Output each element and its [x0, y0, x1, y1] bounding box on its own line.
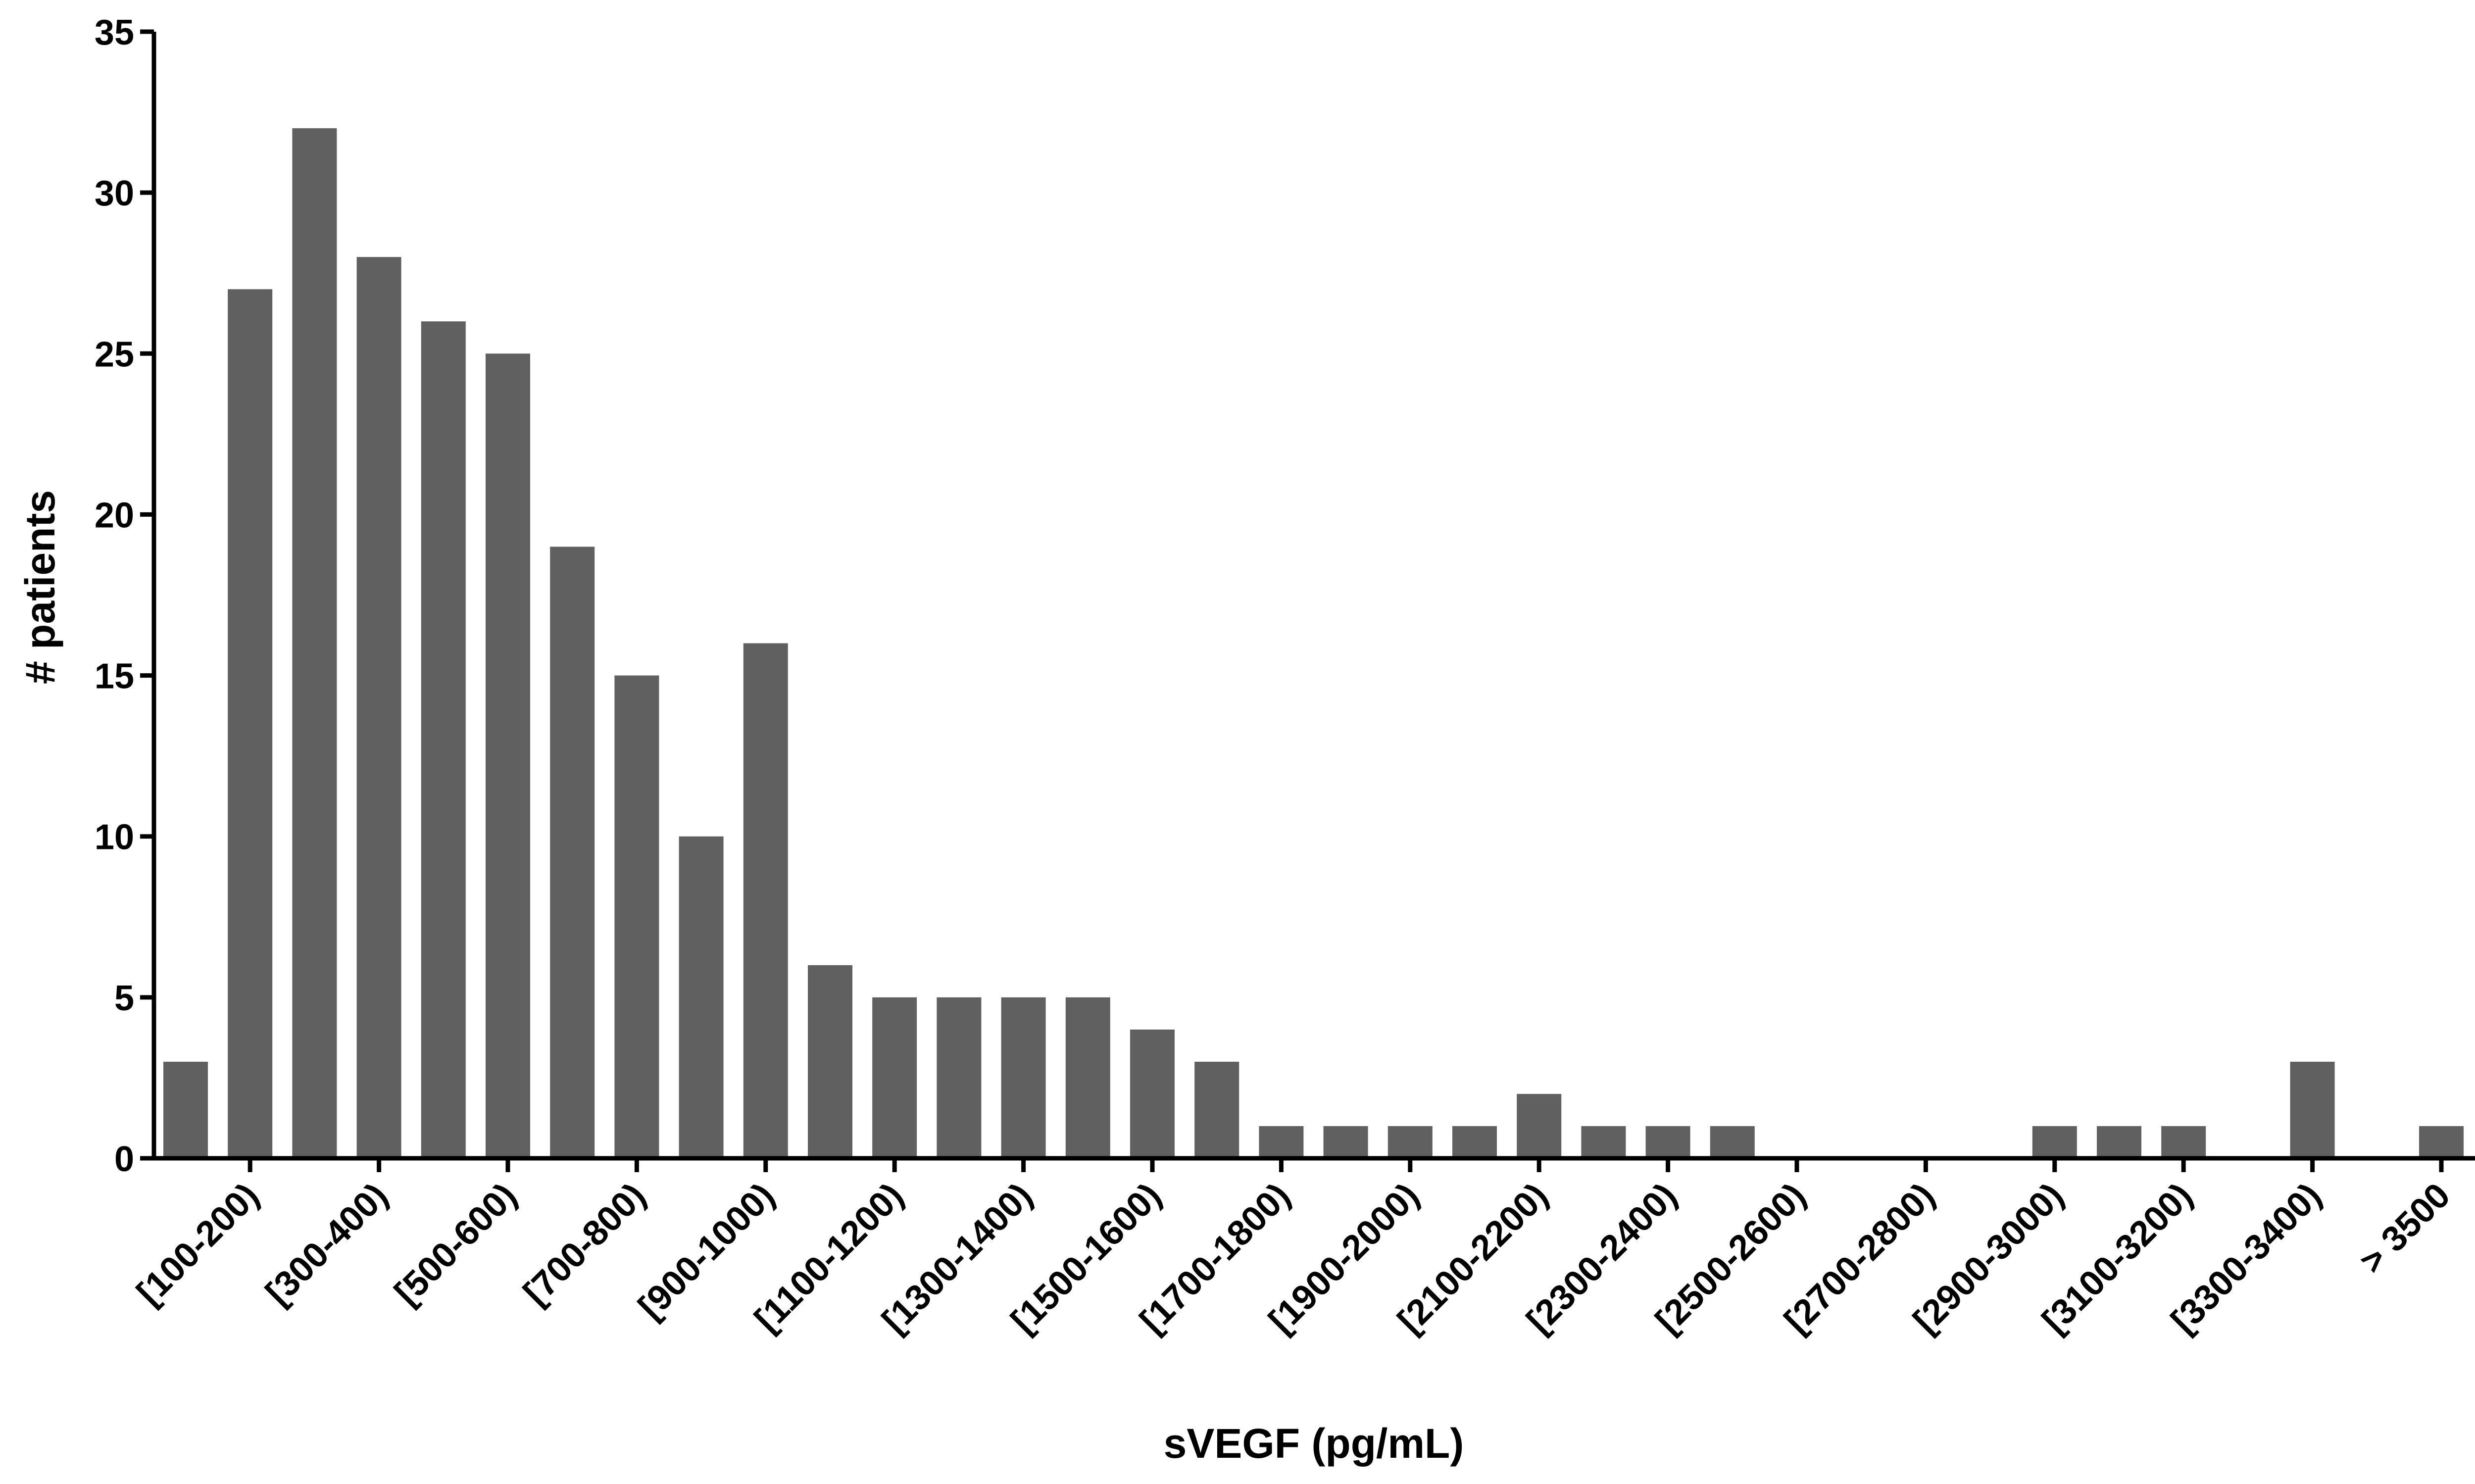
bar [1259, 1126, 1304, 1158]
y-tick-label: 20 [95, 495, 134, 535]
bar [2097, 1126, 2141, 1158]
bar [1065, 997, 1110, 1158]
bar [614, 675, 659, 1158]
bar [1710, 1126, 1755, 1158]
y-tick-label: 0 [114, 1139, 134, 1179]
bar [1194, 1061, 1239, 1158]
bar [1452, 1126, 1497, 1158]
bar [550, 546, 595, 1158]
bar [743, 643, 788, 1158]
bar [1001, 997, 1046, 1158]
x-tick-label: [100-200) [129, 1176, 266, 1313]
bar [163, 1061, 208, 1158]
bar [1581, 1126, 1626, 1158]
y-tick-label: 30 [95, 174, 134, 213]
y-axis-title: # patients [17, 490, 63, 684]
bar [1645, 1126, 1690, 1158]
x-tick-label: > 3500 [2352, 1176, 2458, 1282]
x-tick-label: [500-600) [387, 1176, 524, 1313]
x-axis-title: sVEGF (pg/mL) [1164, 1420, 1464, 1467]
bar [808, 965, 852, 1158]
bar [937, 997, 982, 1158]
y-tick-label: 25 [95, 335, 134, 374]
bar [2032, 1126, 2077, 1158]
y-tick-label: 35 [95, 13, 134, 52]
bar [228, 289, 273, 1159]
bar [2290, 1061, 2335, 1158]
bar [2161, 1126, 2206, 1158]
bar [1517, 1093, 1562, 1158]
bar [1387, 1126, 1433, 1158]
bar [872, 997, 917, 1158]
x-tick-label: [300-400) [258, 1176, 396, 1313]
bar [679, 836, 724, 1158]
bar [421, 321, 466, 1159]
y-tick-label: 10 [95, 818, 134, 857]
bar [292, 128, 337, 1159]
x-tick-label: [700-800) [516, 1176, 653, 1313]
y-tick-label: 15 [95, 657, 134, 696]
bar [2419, 1126, 2464, 1158]
bar [1130, 1029, 1175, 1158]
bar [486, 353, 530, 1159]
y-tick-label: 5 [114, 979, 134, 1018]
bar [1323, 1126, 1368, 1158]
bar [356, 257, 401, 1159]
